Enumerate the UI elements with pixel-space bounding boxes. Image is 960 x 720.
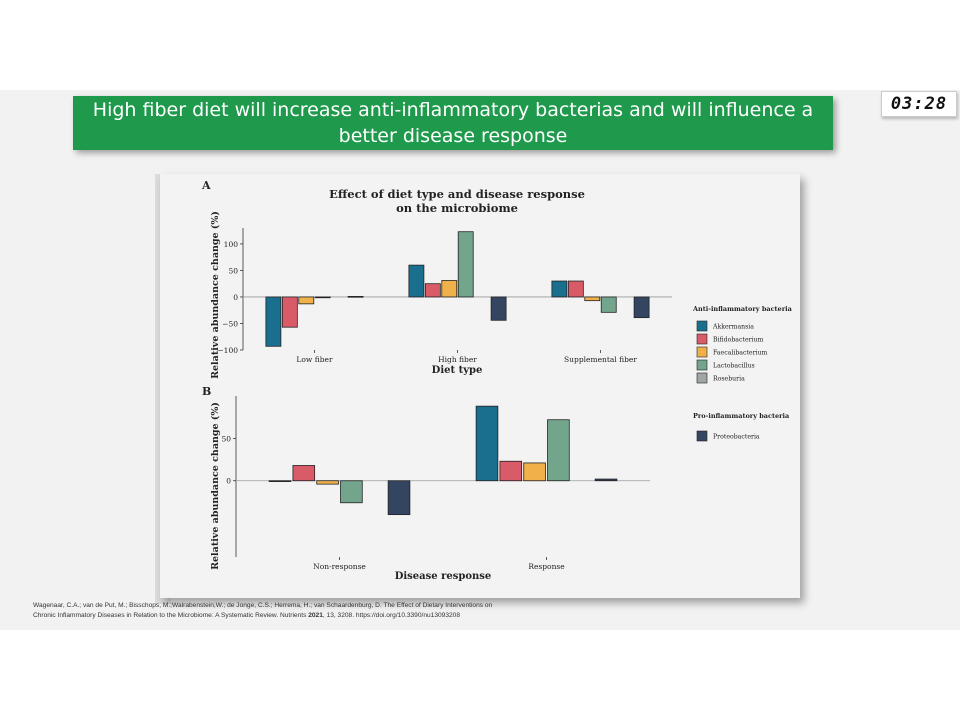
chart-b-ytick-label: 50 [221, 434, 231, 443]
legend: Anti-inflammatory bacteria Akkermansia Bi… [692, 305, 793, 442]
chart-b-bar [340, 480, 363, 504]
chart-a-ytick-label: −50 [222, 319, 238, 328]
chart-b-xlabel: Disease response [395, 571, 492, 582]
legend-swatch [696, 430, 708, 442]
chart-a-bar [408, 264, 425, 298]
legend-swatch [696, 320, 708, 332]
chart-b-bar [594, 478, 618, 482]
legend-swatch [696, 372, 708, 384]
chart-a-bar [567, 280, 584, 298]
citation-line-2: Chronic Inflammatory Diseases in Relatio… [33, 612, 461, 619]
chart-a-bar [600, 296, 617, 313]
legend-label: Proteobacteria [713, 434, 760, 441]
chart-a-ytick-label: 0 [233, 293, 238, 302]
chart-a-bar [424, 283, 441, 298]
legend-anti-title: Anti-inflammatory bacteria [692, 305, 793, 313]
chart-b-plot: 50 0 Non-response Response [221, 396, 650, 571]
chart-a-bar [281, 296, 298, 328]
chart-a-ylabel: Relative abundance change (%) [210, 211, 221, 379]
chart-b-bar [268, 480, 292, 482]
chart-a-bar [347, 296, 364, 298]
chart-a-bar [490, 296, 507, 321]
chart-a-bar [551, 280, 568, 298]
chart-b-bar [292, 465, 316, 482]
chart-a-xtick-label: Supplemental fiber [564, 355, 637, 364]
chart-a-ytick-label: 100 [224, 240, 239, 249]
chart-b-xtick-label: Response [528, 562, 565, 571]
legend-label: Faecalibacterium [713, 350, 768, 357]
chart-b-xtick-label: Non-response [313, 562, 366, 571]
slide-title-banner: High fiber diet will increase anti-infla… [73, 96, 833, 150]
panel-a-letter: A [201, 179, 211, 192]
chart-b-bar [523, 462, 546, 482]
legend-pro-title: Pro-inflammatory bacteria [693, 412, 790, 420]
citation-line-1: Wagenaar, C.A.; van de Put, M.; Bisschop… [33, 602, 493, 609]
chart-a-bar [265, 296, 282, 347]
figure-card: A Effect of diet type and disease respon… [160, 174, 800, 598]
figure-svg: A Effect of diet type and disease respon… [201, 179, 793, 582]
chart-a-ytick-label: 50 [228, 266, 238, 275]
chart-a-title-line1: Effect of diet type and disease response [329, 187, 585, 201]
chart-a-ytick-label: −100 [217, 346, 238, 355]
chart-a-bar [584, 296, 601, 302]
chart-a-xlabel: Diet type [432, 365, 483, 376]
slide-title: High fiber diet will increase anti-infla… [92, 99, 814, 147]
chart-b-bar [387, 480, 411, 516]
chart-a-bar [441, 280, 458, 298]
chart-a-bar [457, 231, 474, 298]
chart-b-bar [547, 419, 570, 482]
legend-label: Bifidobacterium [713, 337, 764, 344]
citation: Wagenaar, C.A.; van de Put, M.; Bisschop… [33, 601, 593, 621]
legend-label: Roseburia [713, 376, 745, 383]
chart-a-bar [633, 296, 650, 319]
panel-b-letter: B [202, 385, 211, 398]
chart-a-xtick-label: High fiber [438, 355, 477, 364]
chart-b-bar [475, 405, 499, 482]
legend-swatch [696, 359, 708, 371]
chart-b-bar [499, 460, 523, 482]
chart-b-ylabel: Relative abundance change (%) [210, 402, 221, 570]
chart-a-bar [298, 296, 315, 305]
legend-label: Akkermansia [712, 324, 754, 331]
timer-display: 03:28 [881, 91, 957, 117]
chart-a-plot: 100 50 0 −50 −100 Low fiber High fiber Suppleme… [217, 228, 672, 364]
chart-b-ytick-label: 0 [226, 477, 231, 486]
chart-a-title-line2: on the microbiome [396, 201, 518, 215]
legend-swatch [696, 346, 708, 358]
chart-a-xtick-label: Low fiber [296, 355, 333, 364]
chart-b-bar [316, 480, 339, 485]
legend-label: Lactobacillus [713, 363, 755, 370]
chart-a-bar [314, 296, 331, 299]
legend-swatch [696, 333, 708, 345]
